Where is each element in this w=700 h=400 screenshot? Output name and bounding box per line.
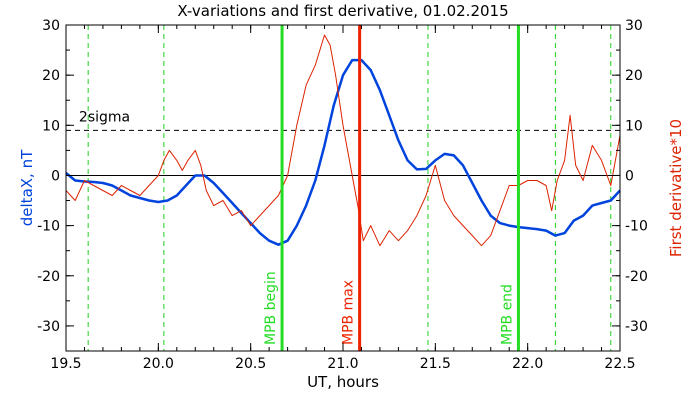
y-tick-label-right: 10 xyxy=(625,118,643,134)
x-axis-title: UT, hours xyxy=(307,373,379,391)
marker-label: MPB end xyxy=(499,284,515,345)
y-axis-right-title: First derivative*10 xyxy=(667,119,685,257)
event-markers: MPB begin MPB max MPB end xyxy=(263,25,520,351)
x-tick-label: 19.5 xyxy=(50,356,81,372)
x-tick-label: 20.0 xyxy=(143,356,174,372)
x-tick-label: 22.5 xyxy=(604,356,635,372)
series-lines xyxy=(65,34,621,247)
y-tick-label-left: -10 xyxy=(37,219,60,235)
y-tick-label-right: 30 xyxy=(625,18,643,34)
y-tick-label-left: 20 xyxy=(42,68,60,84)
threshold-label: 2sigma xyxy=(79,109,130,125)
deltax-series-line xyxy=(65,58,621,246)
y-tick-label-right: 0 xyxy=(625,168,634,184)
x-tick-label: 21.5 xyxy=(420,356,451,372)
axis-ticks: 19.5 20.0 20.5 21.0 21.5 22.0 22.5 -30 -30 -20 -20… xyxy=(37,18,648,372)
y-tick-label-left: 30 xyxy=(42,18,60,34)
y-tick-label-left: 10 xyxy=(42,118,60,134)
marker-label: MPB begin xyxy=(263,271,279,345)
derivative-series-line xyxy=(65,34,621,247)
marker-label: MPB max xyxy=(341,280,357,345)
chart-title: X-variations and first derivative, 01.02… xyxy=(177,2,508,20)
y-axis-left-title: deltaX, nT xyxy=(18,149,36,226)
y-tick-label-left: 0 xyxy=(51,168,60,184)
y-tick-label-left: -30 xyxy=(37,319,60,335)
y-tick-label-right: -30 xyxy=(625,319,648,335)
y-tick-label-left: -20 xyxy=(37,269,60,285)
x-tick-label: 22.0 xyxy=(512,356,543,372)
y-tick-label-right: -10 xyxy=(625,219,648,235)
x-tick-label: 20.5 xyxy=(235,356,266,372)
y-tick-label-right: -20 xyxy=(625,269,648,285)
y-tick-label-right: 20 xyxy=(625,68,643,84)
x-tick-label: 21.0 xyxy=(327,356,358,372)
